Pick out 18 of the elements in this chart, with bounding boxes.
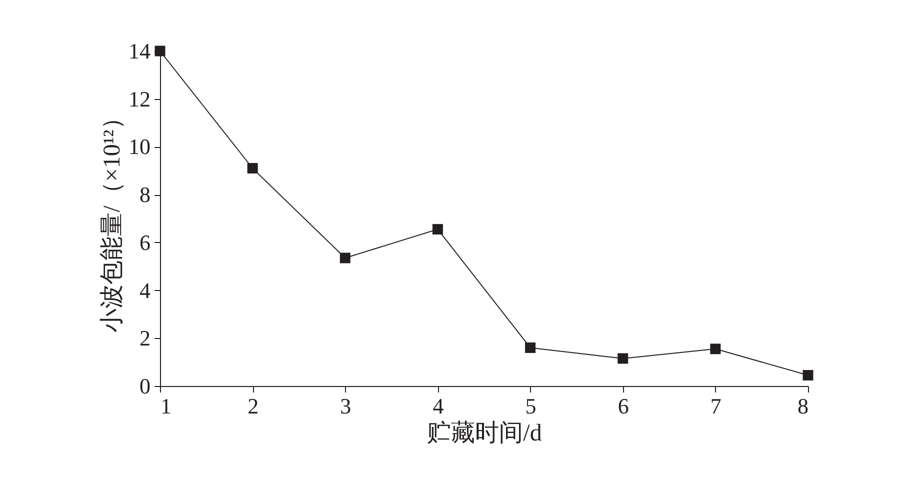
x-axis-title: 贮藏时间/d — [427, 420, 542, 446]
y-tick-label: 10 — [128, 134, 150, 160]
x-tick-label: 1 — [160, 394, 172, 418]
y-tick-label: 8 — [140, 182, 150, 208]
x-tick-label: 4 — [432, 394, 444, 418]
x-tick-label: 7 — [710, 394, 722, 418]
y-tick-label: 12 — [128, 86, 150, 112]
y-tick-label: 4 — [140, 278, 150, 303]
y-tick-label: 0 — [140, 374, 150, 398]
y-tick-label: 6 — [140, 230, 150, 255]
x-tick-label: 2 — [248, 394, 259, 418]
y-tick-label: 14 — [128, 38, 150, 64]
x-tick-label: 6 — [618, 394, 629, 418]
y-axis-title: 小波包能量/（×10¹²） — [100, 106, 126, 332]
x-tick-label: 5 — [525, 394, 536, 418]
y-tick-label: 2 — [140, 326, 150, 351]
x-tick-label: 3 — [340, 394, 352, 418]
x-tick-label: 8 — [798, 394, 808, 418]
